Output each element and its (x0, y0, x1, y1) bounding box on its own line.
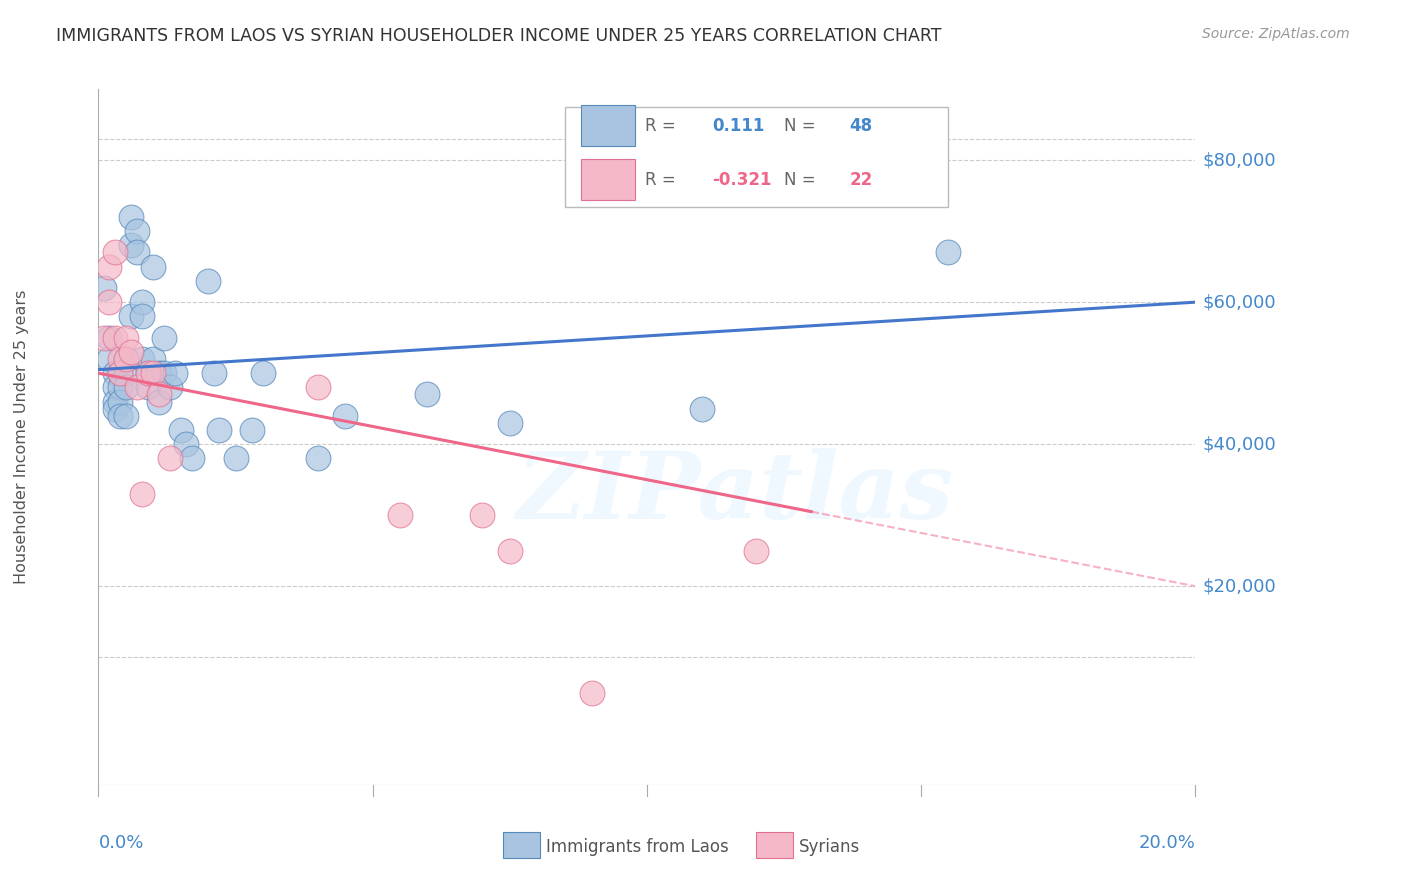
Point (148, 394, 170, 409)
Point (104, 331, 127, 345)
Point (225, 451, 247, 466)
Text: Source: ZipAtlas.com: Source: ZipAtlas.com (1202, 27, 1350, 41)
Text: 22: 22 (849, 170, 873, 188)
Point (131, 351, 153, 366)
Text: Householder Income Under 25 years: Householder Income Under 25 years (14, 290, 30, 584)
Point (938, 245, 960, 260)
Text: $40,000: $40,000 (1202, 435, 1275, 453)
Point (115, 380, 138, 394)
Point (136, 366, 159, 380)
Point (104, 401, 127, 416)
Point (110, 351, 132, 366)
Point (115, 351, 138, 366)
Point (148, 387, 170, 401)
FancyBboxPatch shape (581, 159, 634, 200)
Text: IMMIGRANTS FROM LAOS VS SYRIAN HOUSEHOLDER INCOME UNDER 25 YEARS CORRELATION CHA: IMMIGRANTS FROM LAOS VS SYRIAN HOUSEHOLD… (56, 27, 942, 45)
Point (148, 366, 170, 380)
FancyBboxPatch shape (565, 106, 948, 208)
Point (115, 351, 138, 366)
Point (125, 245, 148, 260)
Text: Immigrants from Laos: Immigrants from Laos (546, 838, 728, 855)
Point (416, 387, 439, 401)
Text: Syrians: Syrians (799, 838, 860, 855)
Point (110, 380, 132, 394)
Point (98, 351, 121, 366)
Point (159, 380, 181, 394)
Point (125, 380, 148, 394)
Point (335, 409, 357, 423)
Text: $80,000: $80,000 (1202, 152, 1275, 169)
Point (110, 394, 132, 409)
Point (690, 401, 713, 416)
Point (180, 451, 202, 466)
Point (307, 380, 329, 394)
Point (208, 423, 231, 437)
Point (471, 508, 494, 523)
Point (499, 416, 522, 430)
Point (153, 331, 176, 345)
Point (98, 260, 121, 274)
Point (98, 295, 121, 310)
Point (104, 380, 127, 394)
Point (202, 366, 225, 380)
Point (120, 210, 142, 224)
Point (115, 331, 138, 345)
Text: N =: N = (785, 170, 821, 188)
Point (142, 260, 165, 274)
Point (120, 238, 142, 252)
Point (93, 281, 115, 295)
Point (136, 380, 159, 394)
Point (120, 310, 142, 324)
Point (159, 451, 181, 466)
Point (110, 366, 132, 380)
Text: 0.111: 0.111 (713, 117, 765, 135)
Point (115, 366, 138, 380)
Point (104, 245, 127, 260)
Point (142, 366, 165, 380)
Point (388, 508, 412, 523)
Point (93, 331, 115, 345)
Point (104, 366, 127, 380)
Text: 20.0%: 20.0% (1139, 834, 1195, 852)
Point (745, 543, 768, 558)
Point (110, 409, 132, 423)
Point (110, 366, 132, 380)
Text: 0.0%: 0.0% (98, 834, 143, 852)
Text: N =: N = (785, 117, 821, 135)
Text: $60,000: $60,000 (1202, 293, 1275, 311)
Point (98, 331, 121, 345)
Point (307, 451, 329, 466)
Point (115, 409, 138, 423)
Point (197, 274, 219, 288)
Point (131, 295, 153, 310)
FancyBboxPatch shape (581, 105, 634, 146)
Point (252, 366, 274, 380)
Point (170, 423, 193, 437)
Point (165, 366, 187, 380)
Point (581, 686, 603, 700)
Point (131, 487, 153, 501)
Point (125, 224, 148, 238)
Point (499, 543, 522, 558)
Text: ZIPatlas: ZIPatlas (516, 448, 953, 538)
Point (174, 437, 197, 451)
Point (136, 366, 159, 380)
Text: $20,000: $20,000 (1202, 577, 1275, 595)
Text: R =: R = (644, 117, 681, 135)
Point (131, 310, 153, 324)
Point (142, 351, 165, 366)
Text: R =: R = (644, 170, 681, 188)
Point (240, 423, 263, 437)
Text: -0.321: -0.321 (713, 170, 772, 188)
Point (120, 344, 142, 359)
Point (104, 394, 127, 409)
Point (153, 366, 176, 380)
Text: 48: 48 (849, 117, 873, 135)
